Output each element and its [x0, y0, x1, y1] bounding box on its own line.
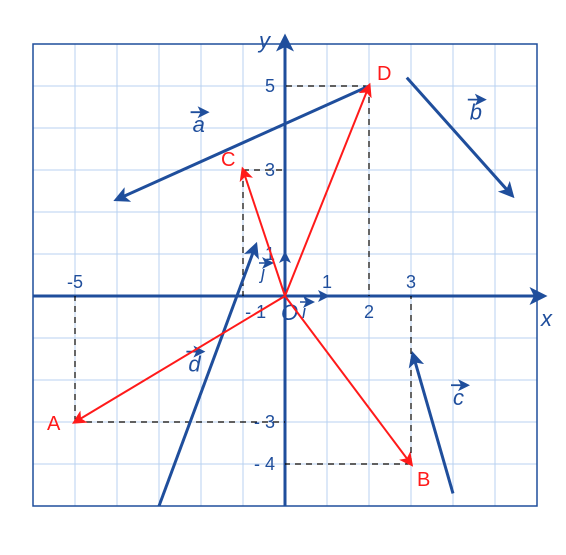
- coordinate-plane-figure: 13-5- 12135- 3- 4xyOjiabcdABCD: [0, 0, 566, 555]
- vector-d: [159, 246, 256, 506]
- point-label: C: [221, 149, 235, 171]
- axis-tick-label: 3: [265, 160, 275, 180]
- y-axis-label: y: [257, 28, 272, 53]
- vector-label: d: [188, 352, 201, 377]
- red-vector-OA: [75, 296, 285, 422]
- axis-tick-label: 2: [364, 302, 374, 322]
- axis-tick-label: 5: [265, 76, 275, 96]
- point-label: B: [417, 469, 430, 491]
- x-axis-label: x: [540, 306, 553, 331]
- point-label: A: [47, 413, 61, 435]
- axis-tick-label: - 3: [254, 412, 275, 432]
- axis-tick-label: 3: [406, 272, 416, 292]
- point-label: D: [377, 63, 391, 85]
- axis-tick-label: 1: [322, 272, 332, 292]
- vector-label: b: [470, 100, 482, 125]
- plane-svg: 13-5- 12135- 3- 4xyOjiabcdABCD: [0, 0, 566, 555]
- vector-label: a: [193, 112, 205, 137]
- axis-tick-label: - 4: [254, 454, 275, 474]
- vector-label: c: [453, 385, 464, 410]
- vector-b: [407, 78, 512, 196]
- unit-vector-label: j: [258, 263, 266, 283]
- axis-tick-label: -5: [67, 272, 83, 292]
